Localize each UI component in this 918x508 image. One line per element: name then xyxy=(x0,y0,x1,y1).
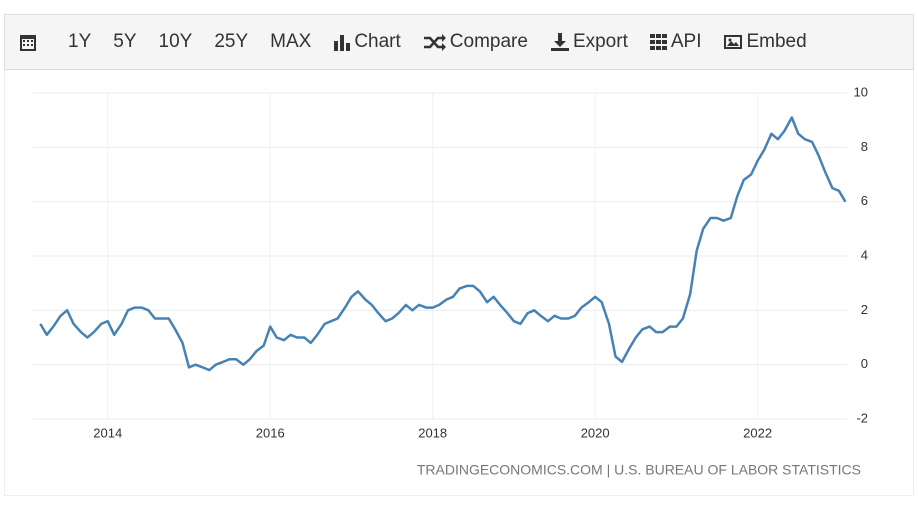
api-button[interactable]: API xyxy=(649,31,702,53)
y-tick-label: -2 xyxy=(856,410,868,425)
range-button[interactable]: 10Y xyxy=(158,31,193,52)
y-tick-label: 4 xyxy=(861,247,868,262)
api-label: API xyxy=(670,31,702,52)
calendar-icon xyxy=(20,35,36,51)
compare-button[interactable]: Compare xyxy=(423,31,528,53)
data-line xyxy=(39,116,847,372)
chart-frame xyxy=(4,70,914,496)
export-icon xyxy=(550,33,569,51)
range-button[interactable]: 1Y xyxy=(68,31,92,52)
x-tick-label: 2022 xyxy=(743,425,772,440)
api-icon xyxy=(649,34,667,50)
export-label: Export xyxy=(572,31,628,52)
embed-icon xyxy=(724,35,743,49)
range-button[interactable]: MAX xyxy=(270,31,312,52)
y-tick-label: 2 xyxy=(861,302,868,317)
range-button[interactable]: 5Y xyxy=(113,31,137,52)
export-button[interactable]: Export xyxy=(550,31,628,53)
calendar-button[interactable] xyxy=(19,32,40,52)
y-tick-label: 0 xyxy=(861,356,868,371)
chart-button[interactable]: Chart xyxy=(333,31,401,53)
y-tick-label: 6 xyxy=(861,193,868,208)
source: TRADINGECONOMICS.COM | U.S. BUREAU OF LA… xyxy=(417,462,861,478)
compare-label: Compare xyxy=(449,31,528,52)
y-tick-label: 8 xyxy=(861,139,868,154)
embed-button[interactable]: Embed xyxy=(723,31,807,53)
y-tick-label: 10 xyxy=(854,84,868,99)
compare-icon xyxy=(423,34,446,51)
x-tick-label: 2018 xyxy=(418,425,447,440)
chart-icon xyxy=(334,35,351,51)
x-tick-label: 2014 xyxy=(93,425,122,440)
chart-label: Chart xyxy=(354,31,401,52)
embed-label: Embed xyxy=(746,31,807,52)
x-tick-label: 2020 xyxy=(581,425,610,440)
toolbar: 1Y 5Y 10Y 25Y MAX Chart Compare Export A… xyxy=(4,14,914,70)
x-tick-label: 2016 xyxy=(256,425,285,440)
range-button[interactable]: 25Y xyxy=(214,31,249,52)
